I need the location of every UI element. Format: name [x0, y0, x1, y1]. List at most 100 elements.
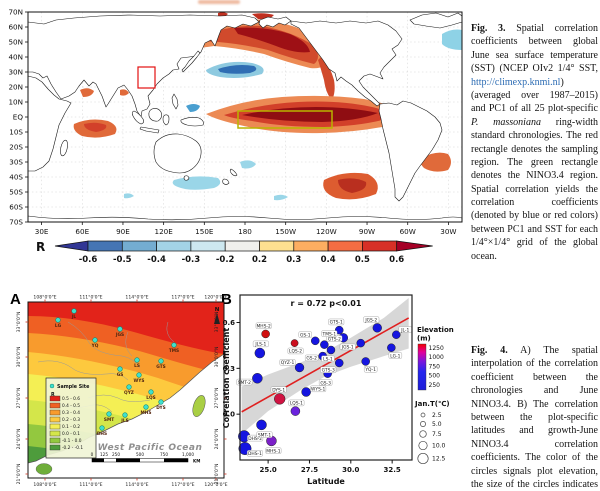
data-point[interactable] [392, 330, 401, 339]
colorbar-segment [327, 240, 363, 252]
legend-site-marker [49, 383, 55, 389]
site-marker[interactable] [158, 358, 164, 364]
data-point[interactable] [356, 338, 365, 348]
colorbar-segment [293, 240, 329, 252]
panel-a-lat-label-left: 21°0'0"N [16, 464, 22, 485]
colorbar-tick-label: -0.5 [113, 255, 132, 265]
fig3-caption-link[interactable]: http://climexp.knmi.nl [471, 76, 561, 88]
data-point[interactable] [387, 343, 396, 352]
point-label: MHS-2 [257, 324, 271, 330]
site-label: QYZ [124, 390, 134, 396]
colorbar-tick-label: 0.4 [321, 255, 336, 265]
data-point[interactable] [254, 347, 266, 359]
map-lat-label: 70S [9, 218, 23, 227]
regression-line-segment [241, 317, 410, 413]
madagascar [60, 139, 68, 157]
point-label: GS-3 [320, 380, 331, 386]
jant-value-label: 12.5 [432, 456, 446, 463]
map-lon-label: 120E [155, 227, 174, 236]
point-label: QYZ-1 [281, 360, 295, 366]
colorbar-segment [190, 240, 226, 252]
jant-size-circle [420, 421, 426, 427]
map-lat-label: EQ [13, 113, 24, 122]
fig4-caption: Fig. 4. A) The spatial interpolation of … [471, 344, 598, 491]
data-point[interactable] [252, 373, 263, 384]
elevation-legend: Elevation (m) 1250 1000 750 500 250 [417, 326, 454, 391]
jant-size-circle [418, 440, 428, 451]
data-point[interactable] [290, 406, 301, 416]
point-label-box [305, 354, 319, 362]
data-point[interactable] [256, 419, 267, 431]
point-label-box [318, 379, 333, 386]
colorbar-segment [156, 240, 192, 252]
map-lat-label: 10N [8, 98, 23, 107]
site-marker[interactable] [106, 411, 112, 417]
legend-class-label: 0.1 - 0.2 [62, 424, 80, 430]
point-label: DYS-1 [272, 387, 285, 393]
map-lon-label: 60W [400, 227, 416, 236]
site-marker[interactable] [134, 357, 140, 363]
site-marker[interactable] [136, 372, 142, 378]
data-point[interactable] [372, 323, 382, 333]
point-label-box [252, 340, 269, 348]
scalebar-tick-label: 750 [160, 452, 168, 457]
site-marker[interactable] [126, 384, 132, 390]
point-label: GTS-1 [330, 320, 343, 326]
jant-legend-title: Jan.T(℃) [414, 400, 450, 408]
legend-class-label: 0.3 - 0.4 [62, 410, 80, 416]
data-point[interactable] [301, 387, 311, 397]
site-marker[interactable] [117, 326, 123, 332]
data-point[interactable] [361, 357, 370, 366]
jant-size-circle [417, 452, 429, 465]
data-point[interactable] [311, 336, 320, 346]
north-arrow-label: N [215, 307, 220, 313]
legend-class-label: -0.2 - -0.1 [62, 445, 83, 451]
map-art [27, 12, 463, 223]
data-point[interactable] [274, 393, 286, 405]
point-label: GS-2 [306, 356, 317, 362]
panel-b-frame [239, 294, 413, 461]
data-point[interactable] [261, 329, 270, 339]
data-point[interactable] [326, 345, 336, 355]
fig3-sst-correlation-map: 30E 60E 90E 120E 150E 180 150W 120W 90W 60W 30W 70N… [8, 8, 463, 236]
map-lon-label: 150W [275, 227, 296, 236]
map-lat-label: 20N [8, 83, 23, 92]
colorbar-segment [87, 240, 123, 252]
fig3-colorbar: R -0.6 -0.5 -0.4 -0.3 -0.2 0.2 0.3 0.4 0.5 0.6 [36, 240, 433, 265]
site-marker[interactable] [158, 399, 164, 405]
panel-b-x-tick-label: 30.0 [342, 466, 359, 474]
map-lat-label: 30N [8, 68, 23, 77]
colorbar-tick-label: 0.5 [355, 255, 370, 265]
map-lat-label: 10S [9, 128, 23, 137]
point-label-box [255, 322, 272, 329]
scalebar-tick-label: 125 [100, 452, 108, 457]
site-marker[interactable] [117, 366, 123, 372]
map-lon-label: 30E [35, 227, 49, 236]
panel-a-lat-label-left: 27°0'0"N [16, 388, 22, 409]
data-point[interactable] [320, 340, 329, 349]
site-marker[interactable] [92, 337, 98, 343]
point-label-box [279, 359, 296, 366]
panel-b-x-tick-label: 32.5 [384, 466, 401, 474]
legend-swatch [49, 437, 61, 444]
colorbar-tick-label: 0.6 [389, 255, 404, 265]
data-point[interactable] [290, 339, 299, 347]
data-point[interactable] [294, 362, 305, 373]
jant-size-circle [419, 430, 427, 438]
map-lat-label: 50N [8, 38, 23, 47]
colorbar-tick-label: 0.2 [252, 255, 267, 265]
point-label-box [270, 386, 287, 393]
fig3-caption: Fig. 3. Spatial correlation coefficients… [471, 22, 598, 263]
site-marker[interactable] [55, 317, 61, 323]
site-marker[interactable] [171, 342, 177, 348]
site-marker[interactable] [99, 425, 105, 431]
site-marker[interactable] [71, 308, 77, 314]
data-point[interactable] [334, 358, 344, 368]
java [139, 126, 160, 134]
site-marker[interactable] [122, 412, 128, 418]
elevation-value-label: 500 [429, 373, 441, 380]
map-lon-label: 30W [440, 227, 456, 236]
site-marker[interactable] [148, 389, 154, 395]
point-label-box [363, 316, 380, 323]
site-marker[interactable] [143, 404, 149, 410]
